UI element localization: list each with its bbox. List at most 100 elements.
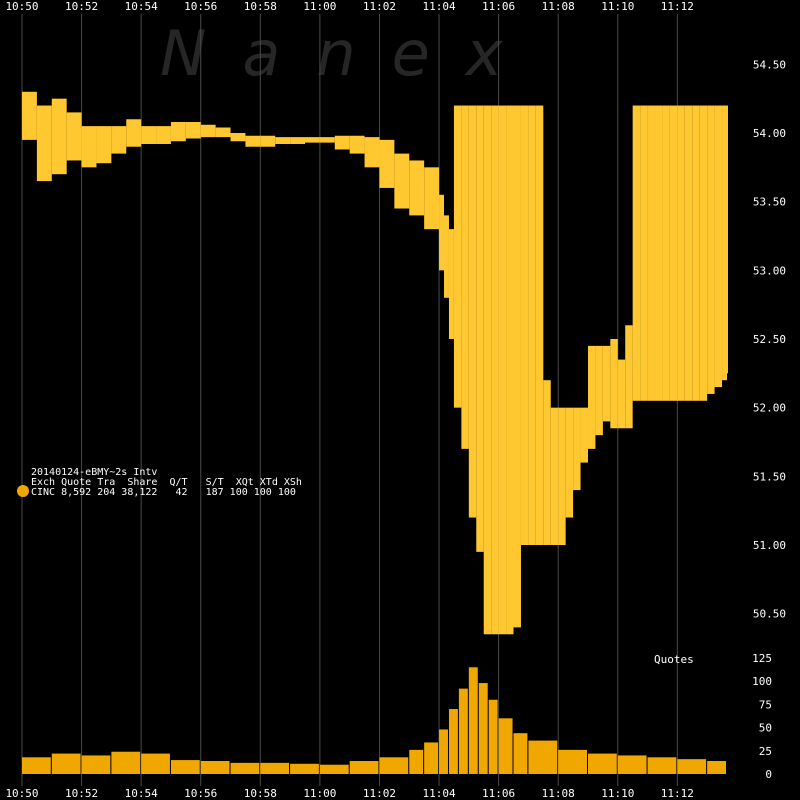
quote-band-segment (424, 167, 440, 230)
x-tick-label-top: 10:50 (5, 0, 38, 13)
quote-band-segment (727, 105, 728, 374)
quote-band-segment (662, 105, 670, 401)
quote-band-segment (722, 105, 727, 381)
quote-band-segment (461, 105, 469, 449)
quote-band-segment (304, 137, 320, 143)
quote-band-segment (476, 105, 484, 552)
volume-bar (617, 755, 647, 774)
y-tick-label: 50.50 (753, 608, 786, 621)
x-tick-label-bottom: 10:56 (184, 787, 217, 800)
x-tick-label-top: 11:06 (482, 0, 515, 13)
x-tick-label-bottom: 11:00 (303, 787, 336, 800)
x-tick-label-bottom: 11:08 (542, 787, 575, 800)
nanex-watermark: Nanex (160, 17, 539, 90)
quote-band-segment (468, 105, 477, 518)
volume-bar (558, 749, 587, 774)
x-tick-label-top: 10:54 (125, 0, 158, 13)
quote-band-segment (364, 137, 380, 168)
legend-row: CINC 8,592 204 38,122 42 187 100 100 100 (31, 487, 296, 498)
quote-band-segment (141, 126, 157, 144)
quote-band-segment (290, 137, 305, 144)
quote-band-segment (260, 135, 276, 147)
x-tick-label-bottom: 11:04 (422, 787, 455, 800)
quote-band-segment (535, 105, 544, 546)
quote-band-segment (275, 137, 291, 144)
quote-band-segment (51, 98, 67, 175)
quote-band-segment (580, 407, 588, 463)
volume-bar (498, 718, 513, 774)
quote-band-segment (379, 139, 395, 188)
quote-band-segment (543, 380, 551, 545)
quote-band-segment (610, 339, 618, 429)
x-tick-label-top: 11:02 (363, 0, 396, 13)
volume-bar (478, 683, 488, 774)
y-tick-label: 52.50 (753, 333, 786, 346)
quote-band-segment (483, 105, 492, 635)
volume-bar (468, 667, 478, 774)
volume-bar (22, 757, 51, 774)
volume-bar (707, 761, 726, 774)
quote-volume-series (22, 667, 726, 774)
volume-bar (141, 753, 170, 774)
legend-marker-icon (17, 485, 29, 497)
quote-band-segment (409, 160, 425, 216)
x-tick-label-bottom: 10:52 (65, 787, 98, 800)
y-tick-label: 52.00 (753, 402, 786, 415)
y-axis-volume-ticks: 0 25 50 75 100 125 (752, 652, 772, 781)
volume-tick-label: 0 (765, 768, 772, 781)
volume-bar (319, 764, 349, 774)
volume-tick-label: 50 (759, 722, 772, 735)
volume-bar (424, 742, 439, 774)
legend-header: Exch Quote Tra Share Q/T S/T XQt XTd XSh (31, 477, 302, 488)
volume-panel-title: Quotes (654, 653, 694, 666)
quote-band-segment (602, 345, 611, 422)
volume-bar (409, 749, 424, 774)
quote-band-segment (439, 194, 445, 271)
quote-band-segment (699, 105, 708, 401)
volume-tick-label: 100 (752, 675, 772, 688)
quote-band-segment (96, 126, 112, 164)
volume-bar (513, 733, 528, 774)
volume-bar (677, 759, 707, 774)
x-tick-label-top: 11:12 (661, 0, 694, 13)
x-tick-label-bottom: 10:54 (125, 787, 158, 800)
volume-bar (81, 755, 111, 774)
y-tick-label: 54.00 (753, 127, 786, 140)
volume-bar (349, 761, 379, 774)
quote-band-segment (573, 407, 581, 491)
volume-bar (230, 762, 260, 774)
quote-band-segment (491, 105, 499, 635)
volume-bar (587, 753, 617, 774)
quote-band-segment (587, 345, 596, 449)
volume-bar (379, 757, 409, 774)
x-tick-label-bottom: 11:06 (482, 787, 515, 800)
x-tick-label-bottom: 11:12 (661, 787, 694, 800)
x-tick-label-bottom: 11:10 (601, 787, 634, 800)
quote-band-segment (632, 105, 641, 401)
y-axis-price-ticks: 50.50 51.00 51.50 52.00 52.50 53.00 53.50 54.00… (753, 58, 786, 620)
quote-band-segment (245, 135, 261, 147)
legend: 20140124-eBMY~2s Intv Exch Quote Tra Sha… (17, 467, 302, 498)
quote-band-segment (677, 105, 685, 401)
x-tick-label-top: 10:58 (244, 0, 277, 13)
volume-bar (51, 753, 81, 774)
x-tick-label-top: 11:00 (303, 0, 336, 13)
quote-band-segment (513, 105, 521, 628)
x-tick-label-bottom: 11:02 (363, 787, 396, 800)
quote-band-series (22, 91, 728, 635)
quote-band-segment (617, 359, 626, 429)
quote-band-segment (156, 126, 171, 144)
quote-band-segment (453, 105, 462, 408)
quote-band-segment (394, 153, 410, 209)
volume-bar (488, 699, 498, 774)
quote-band-segment (692, 105, 700, 401)
quote-band-segment (66, 112, 82, 161)
y-tick-label: 51.50 (753, 470, 786, 483)
volume-tick-label: 75 (759, 698, 772, 711)
y-tick-label: 53.50 (753, 196, 786, 209)
quote-band-segment (498, 105, 507, 635)
volume-tick-label: 125 (752, 652, 772, 665)
volume-bar (458, 688, 468, 774)
x-tick-label-top: 10:52 (65, 0, 98, 13)
